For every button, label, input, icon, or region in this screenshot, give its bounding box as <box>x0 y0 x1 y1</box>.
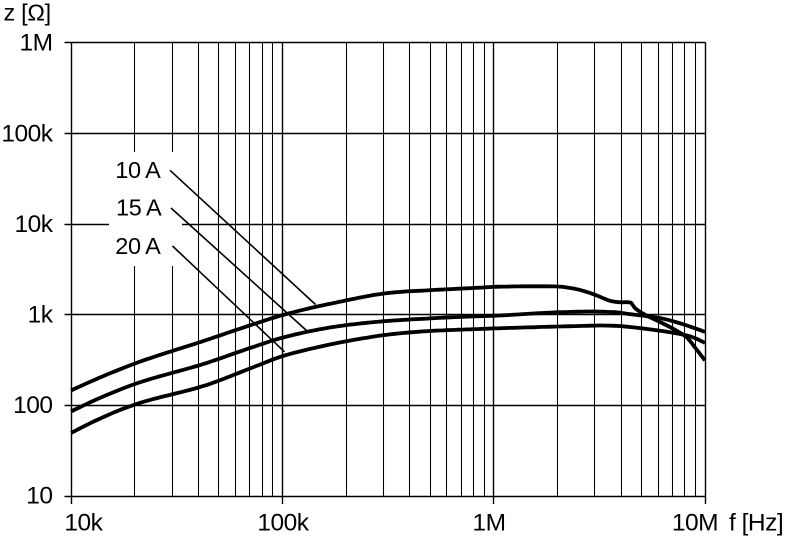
svg-text:10 A: 10 A <box>115 157 161 183</box>
svg-text:f [Hz]: f [Hz] <box>729 510 783 537</box>
svg-text:10: 10 <box>26 483 52 510</box>
svg-text:15 A: 15 A <box>116 195 162 221</box>
svg-text:1k: 1k <box>28 302 54 329</box>
svg-text:100: 100 <box>13 392 52 419</box>
svg-text:100k: 100k <box>1 120 53 147</box>
svg-text:20 A: 20 A <box>115 233 161 259</box>
svg-text:10k: 10k <box>14 211 53 238</box>
svg-text:1M: 1M <box>472 510 505 537</box>
svg-text:10k: 10k <box>64 510 103 537</box>
svg-text:z [Ω]: z [Ω] <box>4 0 51 26</box>
svg-text:1M: 1M <box>19 30 52 57</box>
svg-text:10M: 10M <box>672 510 718 537</box>
svg-text:100k: 100k <box>257 510 309 537</box>
